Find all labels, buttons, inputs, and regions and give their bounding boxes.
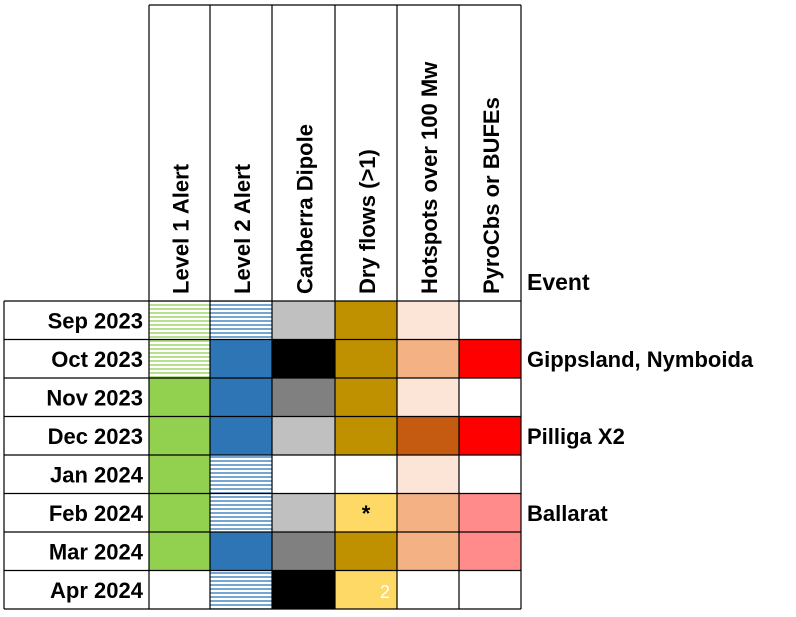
cell-mark-1: 2 <box>380 582 390 602</box>
column-header-dry-flows-1: Dry flows (>1) <box>355 149 380 294</box>
cell-apr-2024-dry-flows-1 <box>335 570 397 609</box>
event-header: Event <box>527 269 590 295</box>
cell-jan-2024-hotspots-over-100-mw <box>397 455 459 494</box>
cell-jan-2024-dry-flows-1 <box>335 455 397 494</box>
cell-apr-2024-pyrocbs-or-bufes <box>459 570 521 609</box>
cell-oct-2023-hotspots-over-100-mw <box>397 339 459 378</box>
cell-oct-2023-canberra-dipole <box>272 339 335 378</box>
cell-apr-2024-level-2-alert <box>210 570 272 609</box>
cell-jan-2024-canberra-dipole <box>272 455 335 494</box>
cell-mar-2024-dry-flows-1 <box>335 532 397 571</box>
cell-dec-2023-pyrocbs-or-bufes <box>459 416 521 455</box>
row-label-sep-2023: Sep 2023 <box>48 308 143 333</box>
cell-apr-2024-canberra-dipole <box>272 570 335 609</box>
row-label-dec-2023: Dec 2023 <box>48 424 143 449</box>
cell-oct-2023-level-2-alert <box>210 339 272 378</box>
cell-nov-2023-canberra-dipole <box>272 378 335 417</box>
event-label-gippsland-nymboida: Gippsland, Nymboida <box>527 347 754 372</box>
row-label-jan-2024: Jan 2024 <box>50 462 144 487</box>
cell-feb-2024-pyrocbs-or-bufes <box>459 493 521 532</box>
cell-mar-2024-pyrocbs-or-bufes <box>459 532 521 571</box>
cell-oct-2023-dry-flows-1 <box>335 339 397 378</box>
cell-dec-2023-hotspots-over-100-mw <box>397 416 459 455</box>
column-header-level-1-alert: Level 1 Alert <box>169 163 194 294</box>
cell-dec-2023-level-2-alert <box>210 416 272 455</box>
cell-mar-2024-canberra-dipole <box>272 532 335 571</box>
cell-oct-2023-level-1-alert <box>149 339 210 378</box>
cell-feb-2024-hotspots-over-100-mw <box>397 493 459 532</box>
cell-oct-2023-pyrocbs-or-bufes <box>459 339 521 378</box>
cell-nov-2023-pyrocbs-or-bufes <box>459 378 521 417</box>
cell-nov-2023-level-2-alert <box>210 378 272 417</box>
cell-jan-2024-level-2-alert <box>210 455 272 494</box>
row-label-nov-2023: Nov 2023 <box>46 385 143 410</box>
cell-apr-2024-level-1-alert <box>149 570 210 609</box>
cell-mar-2024-hotspots-over-100-mw <box>397 532 459 571</box>
cell-feb-2024-level-2-alert <box>210 493 272 532</box>
cell-sep-2023-hotspots-over-100-mw <box>397 301 459 340</box>
column-header-canberra-dipole: Canberra Dipole <box>293 124 318 294</box>
row-label-feb-2024: Feb 2024 <box>49 501 144 526</box>
cell-feb-2024-dry-flows-1 <box>335 493 397 532</box>
cell-jan-2024-level-1-alert <box>149 455 210 494</box>
cell-sep-2023-level-2-alert <box>210 301 272 340</box>
cell-sep-2023-dry-flows-1 <box>335 301 397 340</box>
cell-jan-2024-pyrocbs-or-bufes <box>459 455 521 494</box>
row-label-oct-2023: Oct 2023 <box>51 347 143 372</box>
event-label-ballarat: Ballarat <box>527 501 608 526</box>
cell-dec-2023-dry-flows-1 <box>335 416 397 455</box>
event-label-pilliga-x2: Pilliga X2 <box>527 424 625 449</box>
cell-sep-2023-canberra-dipole <box>272 301 335 340</box>
cell-sep-2023-level-1-alert <box>149 301 210 340</box>
row-label-mar-2024: Mar 2024 <box>49 539 144 564</box>
cell-nov-2023-hotspots-over-100-mw <box>397 378 459 417</box>
cell-apr-2024-hotspots-over-100-mw <box>397 570 459 609</box>
cell-dec-2023-level-1-alert <box>149 416 210 455</box>
cell-sep-2023-pyrocbs-or-bufes <box>459 301 521 340</box>
column-header-hotspots-over-100-mw: Hotspots over 100 Mw <box>417 61 442 294</box>
cell-nov-2023-level-1-alert <box>149 378 210 417</box>
cell-mark-0: * <box>362 501 371 526</box>
column-header-level-2-alert: Level 2 Alert <box>230 163 255 294</box>
cell-mar-2024-level-2-alert <box>210 532 272 571</box>
cell-mar-2024-level-1-alert <box>149 532 210 571</box>
cell-feb-2024-canberra-dipole <box>272 493 335 532</box>
column-header-pyrocbs-or-bufes: PyroCbs or BUFEs <box>479 97 504 294</box>
cell-feb-2024-level-1-alert <box>149 493 210 532</box>
cell-nov-2023-dry-flows-1 <box>335 378 397 417</box>
cell-dec-2023-canberra-dipole <box>272 416 335 455</box>
row-label-apr-2024: Apr 2024 <box>50 578 144 603</box>
